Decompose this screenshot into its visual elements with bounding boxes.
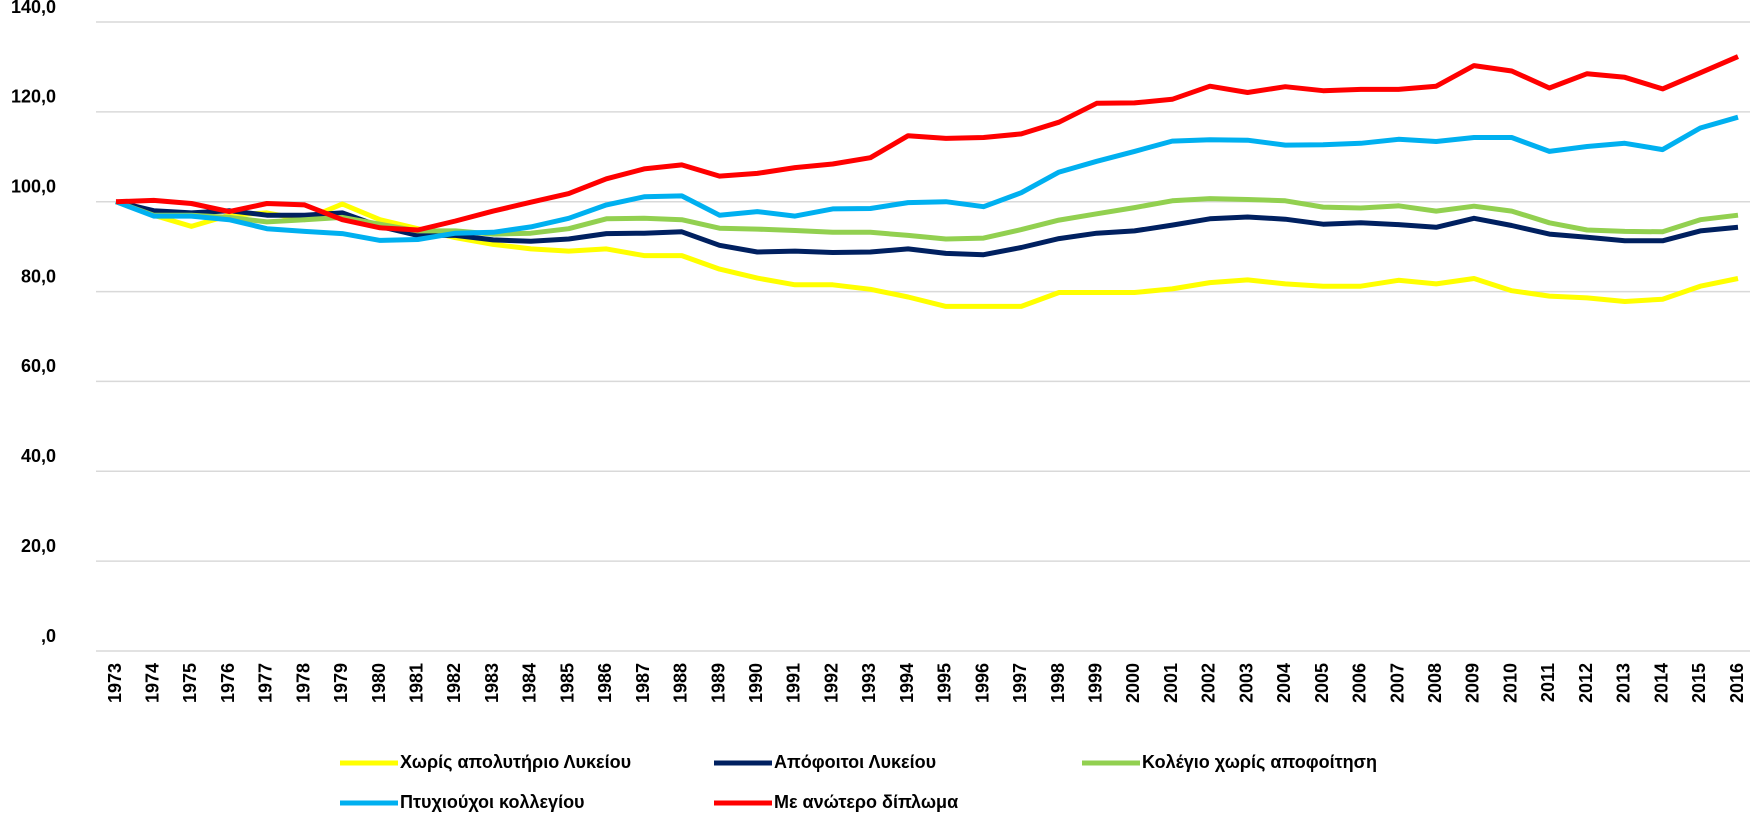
x-tick-label: 2008 [1425, 663, 1445, 703]
x-tick-label: 2012 [1576, 663, 1596, 703]
legend-label: Κολέγιο χωρίς αποφοίτηση [1142, 752, 1377, 772]
x-tick-label: 1996 [972, 663, 992, 703]
series-line [115, 54, 1739, 233]
x-tick-label: 1976 [218, 663, 238, 703]
x-tick-label: 1974 [142, 663, 162, 703]
x-tick-label: 2009 [1463, 663, 1483, 703]
y-tick-label: 20,0 [21, 536, 56, 556]
x-tick-label: 1992 [821, 663, 841, 703]
y-tick-label: 40,0 [21, 446, 56, 466]
y-tick-label: 80,0 [21, 266, 56, 286]
x-tick-label: 1987 [633, 663, 653, 703]
legend-label: Πτυχιούχοι κολλεγίου [400, 792, 585, 812]
x-tick-label: 2007 [1387, 663, 1407, 703]
x-tick-label: 2010 [1500, 663, 1520, 703]
x-tick-label: 1980 [369, 663, 389, 703]
x-tick-label: 1983 [482, 663, 502, 703]
x-tick-label: 2003 [1236, 663, 1256, 703]
x-tick-label: 1984 [520, 663, 540, 703]
x-tick-label: 1998 [1048, 663, 1068, 703]
legend-label: Απόφοιτοι Λυκείου [774, 752, 936, 772]
x-tick-label: 1988 [671, 663, 691, 703]
x-tick-label: 1991 [784, 663, 804, 703]
x-tick-label: 1982 [444, 663, 464, 703]
x-tick-label: 1993 [859, 663, 879, 703]
y-tick-label: 120,0 [11, 87, 56, 107]
x-tick-label: 1994 [897, 663, 917, 703]
x-tick-label: 1990 [746, 663, 766, 703]
y-tick-label: 100,0 [11, 176, 56, 196]
legend-label: Με ανώτερο δίπλωμα [774, 792, 958, 812]
x-tick-label: 2000 [1123, 663, 1143, 703]
x-tick-label: 1986 [595, 663, 615, 703]
x-tick-label: 1979 [331, 663, 351, 703]
y-tick-label: 60,0 [21, 356, 56, 376]
x-tick-label: 2013 [1614, 663, 1634, 703]
x-tick-label: 2002 [1199, 663, 1219, 703]
x-tick-label: 2016 [1727, 663, 1747, 703]
x-tick-label: 2015 [1689, 663, 1709, 703]
x-tick-label: 1975 [180, 663, 200, 703]
x-tick-label: 1997 [1010, 663, 1030, 703]
series-line [115, 196, 1739, 242]
x-tick-label: 1995 [935, 663, 955, 703]
x-tick-label: 1999 [1085, 663, 1105, 703]
x-tick-label: 2001 [1161, 663, 1181, 703]
x-tick-label: 1973 [105, 663, 125, 703]
x-tick-label: 2006 [1350, 663, 1370, 703]
x-tick-label: 2011 [1538, 663, 1558, 702]
x-tick-label: 2014 [1651, 663, 1671, 703]
y-tick-label: ,0 [41, 626, 56, 646]
x-tick-label: 1989 [708, 663, 728, 703]
series-line [115, 199, 1739, 309]
x-tick-label: 1977 [256, 663, 276, 703]
x-tick-label: 1978 [293, 663, 313, 703]
x-tick-label: 2004 [1274, 663, 1294, 703]
x-tick-label: 1981 [407, 663, 427, 703]
x-tick-label: 2005 [1312, 663, 1332, 703]
series-line [115, 114, 1739, 243]
legend-label: Χωρίς απολυτήριο Λυκείου [400, 752, 631, 772]
x-tick-label: 1985 [557, 663, 577, 703]
y-tick-label: 140,0 [11, 0, 56, 17]
